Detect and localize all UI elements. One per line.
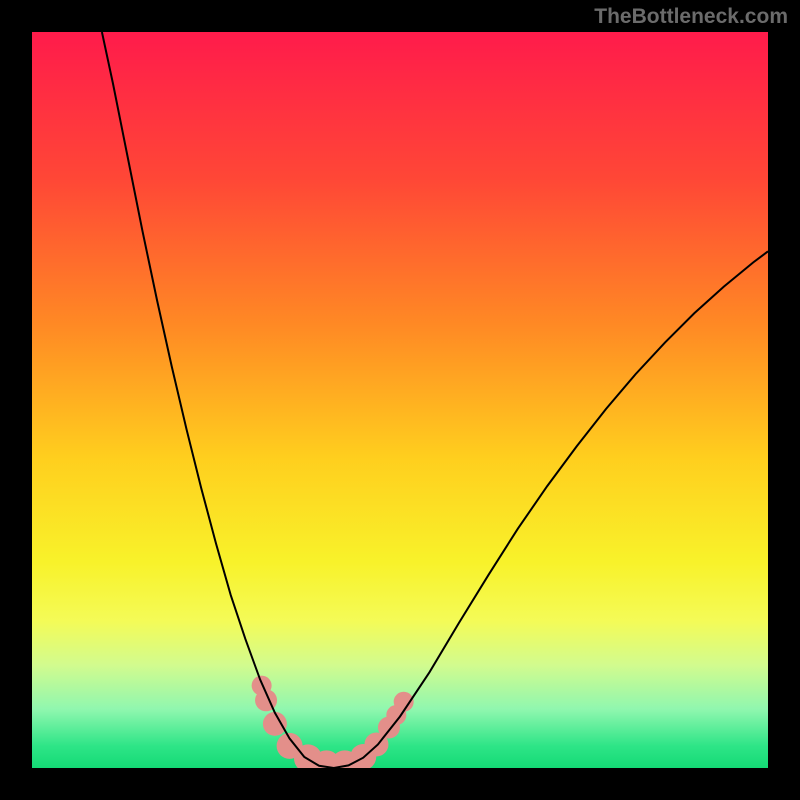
chart-container: TheBottleneck.com	[0, 0, 800, 800]
bead-marker	[263, 712, 287, 736]
chart-plot-background	[32, 32, 768, 768]
bottleneck-curve-chart	[0, 0, 800, 800]
